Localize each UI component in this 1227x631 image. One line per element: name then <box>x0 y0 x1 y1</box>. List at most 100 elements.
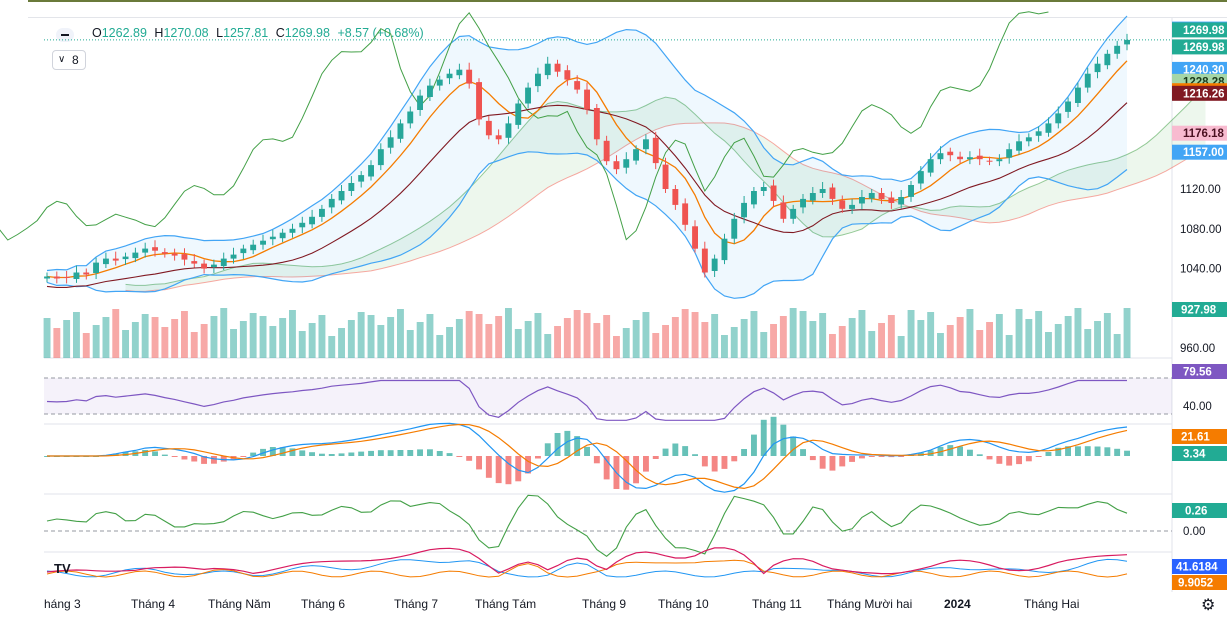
macd-histogram-bar <box>819 456 826 469</box>
macd-histogram-bar <box>672 443 679 456</box>
momentum-badge-label: 0.26 <box>1185 506 1207 518</box>
macd-histogram-bar <box>446 453 453 456</box>
gear-icon[interactable]: ⚙ <box>1201 597 1216 614</box>
candle-body <box>377 149 384 166</box>
candle-body <box>770 185 777 201</box>
volume-bar <box>446 327 453 358</box>
candle-body <box>427 85 433 97</box>
volume-bar <box>249 313 257 358</box>
candle-body <box>819 189 826 193</box>
candle-body <box>1104 53 1111 66</box>
candle-body <box>309 216 315 225</box>
volume-bar <box>868 331 876 358</box>
candle-body <box>201 263 207 269</box>
macd-histogram-bar <box>564 430 571 456</box>
momentum-line <box>46 494 1128 557</box>
candle-body <box>927 159 934 173</box>
candle-body <box>633 149 639 161</box>
volume-bar <box>367 315 375 358</box>
volume-bar <box>740 319 748 358</box>
candle-body <box>603 140 610 162</box>
candle-body <box>868 193 875 199</box>
macd-histogram-bar <box>1025 456 1032 462</box>
candle-body <box>63 277 70 278</box>
macd-histogram-bar <box>328 454 335 456</box>
candle-body <box>1055 113 1062 124</box>
macd-histogram-bar <box>436 451 443 456</box>
candle-body <box>407 111 414 124</box>
candle-body <box>780 202 787 219</box>
macd-histogram-bar <box>142 450 149 456</box>
volume-bar <box>642 312 650 358</box>
price-badge-label: 1269.98 <box>1183 42 1225 54</box>
volume-bar <box>171 319 179 358</box>
macd-histogram-bar <box>809 456 816 461</box>
volume-bar <box>436 335 444 358</box>
candle-body <box>623 159 630 168</box>
volume-bar <box>151 317 159 358</box>
top-border <box>28 0 1227 2</box>
macd-histogram-bar <box>407 450 414 456</box>
rsi-level-label: 40.00 <box>1183 401 1212 413</box>
volume-bar <box>102 317 110 358</box>
macd-histogram-bar <box>692 454 698 456</box>
volume-bar <box>53 328 61 358</box>
volume-bar <box>426 314 434 358</box>
macd-histogram-bar <box>348 452 355 456</box>
candle-body <box>338 191 345 201</box>
macd-histogram-bar <box>544 443 551 456</box>
price-badge <box>1172 61 1227 77</box>
volume-bar <box>799 311 807 358</box>
volume-bar <box>92 325 100 358</box>
tradingview-logo-icon[interactable]: TV <box>54 561 71 576</box>
price-badge-label: 1240.30 <box>1183 64 1225 76</box>
volume-bar <box>789 308 797 358</box>
volume-bar <box>829 334 836 358</box>
candle-body <box>554 63 561 72</box>
candle-body <box>1124 39 1130 45</box>
macd-histogram-bar <box>574 436 581 456</box>
candle-body <box>751 191 757 205</box>
volume-bar <box>190 332 198 358</box>
candle-body <box>211 264 217 268</box>
macd-histogram-bar <box>888 456 895 458</box>
volume-bar <box>387 317 395 358</box>
macd-histogram-bar <box>191 456 198 462</box>
candle-body <box>417 95 423 110</box>
candle-body <box>888 197 895 203</box>
volume-bar <box>563 318 571 358</box>
header-divider <box>28 17 1227 18</box>
macd-histogram-bar <box>849 456 855 462</box>
macd-histogram-bar <box>1065 446 1071 456</box>
candle-body <box>103 258 109 265</box>
macd-signal-badge <box>1172 446 1227 461</box>
candle-body <box>535 73 541 87</box>
indicators-collapse-button[interactable]: ∨ 8 <box>52 50 86 70</box>
macd-histogram-bar <box>878 456 885 457</box>
x-axis-label: Tháng 11 <box>752 597 802 611</box>
macd-histogram-bar <box>1114 448 1121 456</box>
ichimoku-span-b <box>125 122 1206 292</box>
volume-bar <box>583 313 591 358</box>
x-axis-label: Tháng Mười hai <box>827 597 912 611</box>
open-value: 1262.89 <box>101 26 147 40</box>
macd-histogram-bar <box>417 449 423 456</box>
macd-histogram-bar <box>1055 447 1062 456</box>
macd-histogram-bar <box>201 456 207 464</box>
macd-histogram-bar <box>731 456 738 462</box>
volume-bar <box>328 336 336 358</box>
volume-bar <box>730 327 738 358</box>
macd-histogram-bar <box>1094 446 1101 456</box>
macd-signal-line <box>47 423 1128 490</box>
volume-bar <box>141 314 149 358</box>
hide-legend-icon[interactable] <box>56 28 74 42</box>
macd-histogram-bar <box>976 454 983 456</box>
candle-body <box>122 256 129 260</box>
macd-histogram-bar <box>387 450 394 456</box>
volume-bar <box>318 315 326 358</box>
candle-body <box>682 203 689 225</box>
x-axis-label: Tháng Hai <box>1024 597 1079 611</box>
candle-body <box>711 258 718 271</box>
volume-bar <box>927 312 935 358</box>
